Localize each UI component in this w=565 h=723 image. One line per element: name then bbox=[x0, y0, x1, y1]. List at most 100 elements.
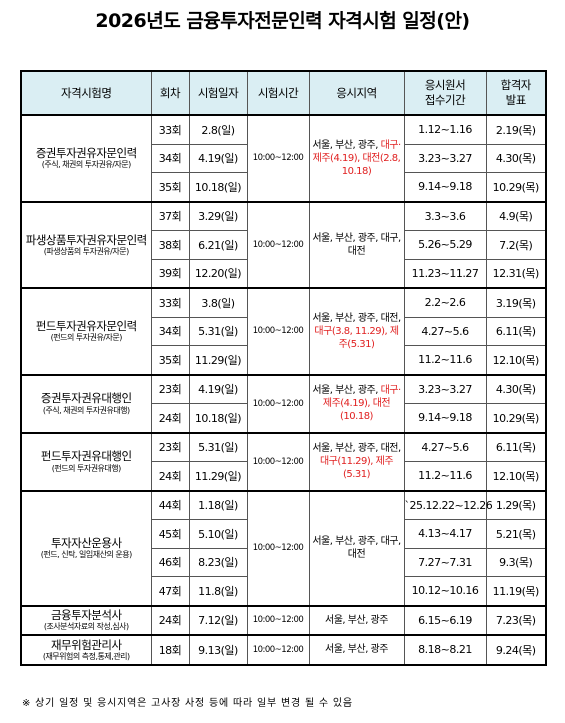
application-period: 9.14~9.18 bbox=[403, 403, 487, 433]
table-row: 34회 5.31(일) 4.27~5.6 6.11(목) bbox=[21, 316, 547, 346]
exam-date: 7.12(일) bbox=[188, 604, 248, 636]
header-cell: 응시지역 bbox=[308, 70, 405, 116]
exam-description: (파생상품의 투자권유/자문) bbox=[43, 246, 129, 256]
region: 서울, 부산, 광주 bbox=[325, 614, 388, 626]
round: 34회 bbox=[150, 143, 190, 173]
table-row: 35회 11.29(일) 11.2~11.6 12.10(목) bbox=[21, 345, 547, 375]
result-date: 2.19(목) bbox=[485, 114, 547, 145]
table-row: 46회 8.23(일) 7.27~7.31 9.3(목) bbox=[21, 547, 547, 577]
exam-date: 4.19(일) bbox=[188, 143, 248, 173]
result-date: 9.3(목) bbox=[485, 547, 547, 577]
application-period: 11.2~11.6 bbox=[403, 461, 487, 491]
round: 24회 bbox=[150, 403, 190, 433]
exam-name-cell: 투자자산운용사 (펀드, 신탁, 일임재산의 운용) bbox=[20, 489, 152, 606]
table-row: 증권투자권유대행인 (주식, 채권의 투자권유대행) 23회 4.19(일) 10:00… bbox=[20, 373, 547, 433]
application-period: 10.12~10.16 bbox=[403, 576, 487, 606]
round: 38회 bbox=[150, 230, 190, 260]
exam-time: 10:00~12:00 bbox=[246, 114, 310, 202]
exam-date: 2.8(일) bbox=[188, 114, 248, 145]
exam-name: 펀드투자권유대행인 bbox=[40, 449, 132, 464]
exam-name-cell: 증권투자권유대행인 (주식, 채권의 투자권유대행) bbox=[20, 373, 152, 433]
exam-name-cell: 파생상품투자권유자문인력 (파생상품의 투자권유/자문) bbox=[20, 200, 152, 289]
exam-date: 10.18(일) bbox=[188, 172, 248, 202]
footnote: ※ 상기 일정 및 응시지역은 고사장 사정 등에 따라 일부 변경 될 수 있… bbox=[22, 698, 353, 709]
header-cell: 회차 bbox=[150, 70, 190, 116]
exam-date: 5.31(일) bbox=[188, 431, 248, 462]
schedule-table: 자격시험명 회차 시험일자 시험시간 응시지역 응시원서 접수기간 합격자 발표 증권투자권… bbox=[20, 70, 547, 666]
table-row: 증권투자권유자문인력 (주식, 채권의 투자권유/자문) 33회 2.8(일) 10:0… bbox=[20, 114, 547, 202]
exam-time: 10:00~12:00 bbox=[246, 431, 310, 491]
exam-date: 12.20(일) bbox=[188, 258, 248, 289]
round: 45회 bbox=[150, 519, 190, 549]
result-date: 3.19(목) bbox=[485, 287, 547, 318]
round: 37회 bbox=[150, 200, 190, 231]
region-changes: 대구·제주(4.19), 대전(2.8, 10.18) bbox=[312, 139, 402, 177]
round: 44회 bbox=[150, 489, 190, 520]
exam-name: 증권투자권유자문인력 bbox=[35, 146, 137, 161]
exam-date: 4.19(일) bbox=[188, 373, 248, 404]
exam-date: 1.18(일) bbox=[188, 489, 248, 520]
round: 23회 bbox=[150, 373, 190, 404]
exam-name: 재무위험관리사 bbox=[50, 637, 122, 652]
header-cell: 시험시간 bbox=[246, 70, 310, 116]
region-changes: 대구(11.29), 제주(5.31) bbox=[319, 456, 394, 480]
exam-name: 금융투자분석사 bbox=[50, 608, 122, 623]
exam-name: 파생상품투자권유자문인력 bbox=[25, 232, 147, 247]
exam-description: (펀드의 투자권유대행) bbox=[51, 463, 122, 473]
round: 34회 bbox=[150, 316, 190, 346]
region: 서울, 부산, 광주, 대전, bbox=[312, 312, 401, 324]
application-period: 3.23~3.27 bbox=[403, 143, 487, 173]
result-date: 12.10(목) bbox=[485, 345, 547, 375]
region: 서울, 부산, 광주, bbox=[312, 385, 378, 396]
result-date: 11.19(목) bbox=[485, 576, 547, 606]
region: 서울, 부산, 광주, 대구, 대전 bbox=[312, 536, 401, 560]
application-period: 11.23~11.27 bbox=[403, 258, 487, 289]
region-cell: 서울, 부산, 광주 bbox=[308, 604, 405, 636]
exam-date: 11.29(일) bbox=[188, 461, 248, 491]
header-cell: 시험일자 bbox=[188, 70, 248, 116]
result-date: 4.9(목) bbox=[485, 200, 547, 231]
table-row: 펀드투자권유대행인 (펀드의 투자권유대행) 23회 5.31(일) 10:00~12:… bbox=[20, 431, 547, 491]
exam-description: (재무위험의 측정,통제,관리) bbox=[42, 651, 130, 661]
round: 18회 bbox=[150, 634, 190, 665]
table-body: 증권투자권유자문인력 (주식, 채권의 투자권유/자문) 33회 2.8(일) 10:0… bbox=[20, 114, 547, 665]
application-period: 8.18~8.21 bbox=[403, 634, 487, 665]
exam-date: 11.29(일) bbox=[188, 345, 248, 375]
exam-description: (주식, 채권의 투자권유/자문) bbox=[41, 160, 132, 170]
exam-name-cell: 펀드투자권유자문인력 (펀드의 투자권유/자문) bbox=[20, 287, 152, 375]
application-period: 5.26~5.29 bbox=[403, 230, 487, 260]
exam-time: 10:00~12:00 bbox=[246, 373, 310, 433]
header-row: 자격시험명 회차 시험일자 시험시간 응시지역 응시원서 접수기간 합격자 발표 bbox=[20, 70, 547, 116]
region-cell: 서울, 부산, 광주, 대구·제주(4.19), 대전(10.18) bbox=[308, 373, 405, 433]
region-cell: 서울, 부산, 광주, 대구, 대전 bbox=[308, 200, 405, 289]
application-period: 3.3~3.6 bbox=[403, 200, 487, 231]
result-date: 4.30(목) bbox=[485, 143, 547, 173]
application-period: 4.13~4.17 bbox=[403, 519, 487, 549]
result-date: 5.21(목) bbox=[485, 519, 547, 549]
exam-time: 10:00~12:00 bbox=[246, 200, 310, 289]
exam-name: 증권투자권유대행인 bbox=[40, 391, 132, 406]
result-date: 7.23(목) bbox=[485, 604, 547, 636]
exam-description: (펀드, 신탁, 일임재산의 운용) bbox=[40, 550, 132, 560]
exam-name-cell: 증권투자권유자문인력 (주식, 채권의 투자권유/자문) bbox=[20, 114, 152, 202]
table-row: 금융투자분석사 (조사분석자료의 작성,심사) 24회 7.12(일) 10:00~12… bbox=[20, 604, 547, 636]
region-cell: 서울, 부산, 광주, 대구, 대전 bbox=[308, 489, 405, 606]
round: 24회 bbox=[150, 604, 190, 636]
exam-date: 11.8(일) bbox=[188, 576, 248, 606]
exam-time: 10:00~12:00 bbox=[246, 634, 310, 665]
result-date: 6.11(목) bbox=[485, 316, 547, 346]
table-row: 파생상품투자권유자문인력 (파생상품의 투자권유/자문) 37회 3.29(일) 10:… bbox=[20, 200, 547, 289]
round: 33회 bbox=[150, 114, 190, 145]
exam-date: 3.29(일) bbox=[188, 200, 248, 231]
exam-date: 6.21(일) bbox=[188, 230, 248, 260]
round: 33회 bbox=[150, 287, 190, 318]
application-period: 3.23~3.27 bbox=[403, 373, 487, 404]
result-date: 12.31(목) bbox=[485, 258, 547, 289]
exam-date: 5.31(일) bbox=[188, 316, 248, 346]
region: 서울, 부산, 광주, bbox=[312, 139, 378, 151]
application-period: 4.27~5.6 bbox=[403, 316, 487, 346]
region-cell: 서울, 부산, 광주, 대구·제주(4.19), 대전(2.8, 10.18) bbox=[308, 114, 405, 202]
round: 35회 bbox=[150, 345, 190, 375]
exam-name-cell: 펀드투자권유대행인 (펀드의 투자권유대행) bbox=[20, 431, 152, 491]
